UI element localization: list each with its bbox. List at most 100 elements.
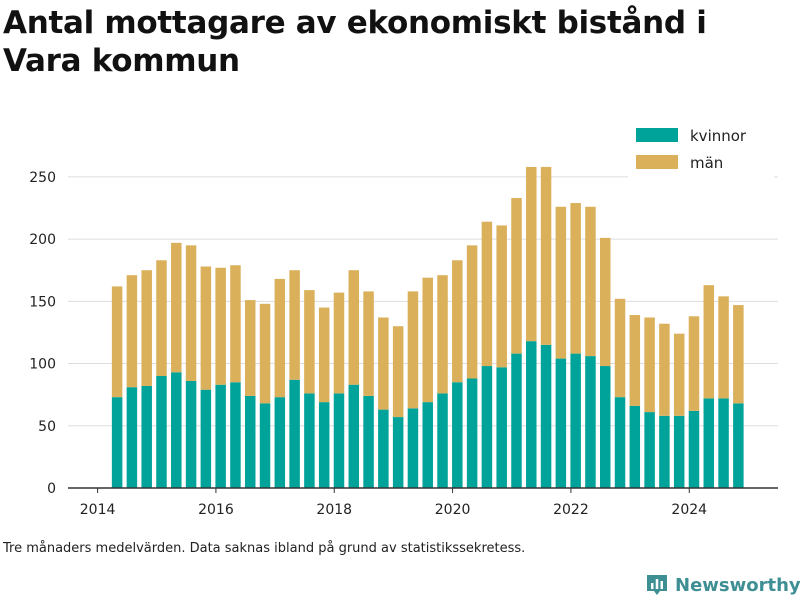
y-tick-label: 200 — [29, 232, 56, 248]
bar-kvinnor — [422, 402, 433, 488]
bar-man — [230, 265, 241, 383]
y-tick-label: 0 — [47, 481, 56, 497]
bar-kvinnor — [171, 372, 182, 488]
y-tick-label: 250 — [29, 170, 56, 186]
bar-man — [422, 277, 433, 403]
bar-kvinnor — [585, 356, 596, 488]
bar-man — [392, 326, 404, 418]
footnote: Tre månaders medelvärden. Data saknas ib… — [3, 541, 526, 556]
bar-man — [318, 307, 330, 403]
bar-man — [733, 305, 744, 404]
bar-man — [200, 266, 212, 390]
brand-logo[interactable]: Newsworthy — [645, 570, 800, 600]
bar-kvinnor — [407, 408, 419, 488]
bar-kvinnor — [111, 397, 123, 488]
bar-kvinnor — [629, 405, 641, 488]
bar-kvinnor — [141, 385, 152, 488]
bar-man — [452, 260, 463, 383]
bar-man — [570, 203, 581, 354]
bar-man — [333, 292, 345, 394]
bar-kvinnor — [392, 417, 404, 488]
bar-kvinnor — [289, 379, 300, 488]
bars — [111, 166, 744, 488]
bar-man — [599, 237, 611, 367]
y-tick-label: 100 — [29, 357, 56, 373]
x-tick-label: 2020 — [435, 502, 471, 518]
bar-man — [688, 316, 700, 411]
bar-kvinnor — [659, 415, 670, 488]
bar-man — [526, 166, 537, 342]
bar-kvinnor — [599, 366, 611, 488]
bar-man — [378, 317, 389, 410]
bar-man — [555, 206, 567, 359]
bar-kvinnor — [540, 344, 552, 488]
bar-man — [111, 286, 123, 398]
bar-kvinnor — [555, 358, 567, 488]
bar-man — [614, 298, 626, 398]
bar-man — [274, 278, 286, 398]
bar-man — [718, 296, 729, 399]
bar-man — [629, 315, 641, 406]
bar-kvinnor — [274, 397, 286, 488]
x-tick-label: 2024 — [671, 502, 707, 518]
brand-name: Newsworthy — [675, 574, 800, 596]
bar-man — [659, 323, 670, 416]
legend-label-man: män — [690, 154, 723, 172]
bar-man — [644, 317, 655, 413]
bar-kvinnor — [126, 387, 138, 488]
legend-swatch-kvinnor — [636, 128, 678, 142]
bar-man — [215, 267, 226, 385]
bar-kvinnor — [733, 403, 744, 488]
bar-man — [304, 290, 315, 394]
bar-kvinnor — [230, 382, 241, 488]
bar-chart-logo-icon — [647, 575, 667, 595]
bar-kvinnor — [318, 402, 330, 488]
bar-kvinnor — [673, 415, 685, 488]
bar-man — [141, 270, 152, 386]
bar-man — [259, 303, 271, 404]
bar-kvinnor — [703, 398, 715, 488]
bar-kvinnor — [688, 410, 700, 488]
bar-kvinnor — [718, 398, 729, 488]
y-tick-label: 50 — [38, 419, 56, 435]
bar-man — [156, 260, 167, 376]
bar-kvinnor — [481, 366, 493, 488]
bar-kvinnor — [511, 353, 522, 488]
bar-kvinnor — [644, 412, 655, 488]
bar-man — [511, 198, 522, 354]
legend: kvinnor män — [628, 122, 774, 178]
bar-man — [496, 225, 507, 368]
chart-title: Antal mottagare av ekonomiskt bistånd i … — [3, 5, 707, 79]
bar-man — [481, 221, 493, 367]
bar-man — [244, 300, 256, 396]
bar-kvinnor — [614, 397, 626, 488]
bar-man — [407, 291, 419, 409]
bar-man — [348, 270, 360, 385]
bar-man — [437, 275, 448, 394]
bar-man — [289, 270, 300, 380]
bar-man — [466, 245, 478, 379]
bar-kvinnor — [526, 341, 537, 488]
bar-man — [363, 291, 374, 396]
bar-kvinnor — [304, 393, 315, 488]
bar-kvinnor — [348, 384, 360, 488]
bar-man — [185, 245, 197, 381]
legend-label-kvinnor: kvinnor — [690, 127, 747, 145]
bar-man — [673, 333, 685, 416]
bar-kvinnor — [185, 380, 197, 488]
bar-kvinnor — [333, 393, 345, 488]
bar-kvinnor — [452, 382, 463, 488]
x-tick-label: 2016 — [198, 502, 234, 518]
bar-kvinnor — [378, 409, 389, 488]
bar-kvinnor — [259, 403, 271, 488]
x-axis: 0 50 100 150 200 250 2014 2016 2018 2020 2022 2024 — [29, 170, 778, 518]
bar-kvinnor — [570, 353, 581, 488]
bar-kvinnor — [466, 378, 478, 488]
x-tick-label: 2022 — [553, 502, 589, 518]
bar-man — [703, 285, 715, 399]
bar-man — [540, 166, 552, 345]
bar-kvinnor — [244, 395, 256, 488]
legend-swatch-man — [636, 155, 678, 169]
y-tick-label: 150 — [29, 294, 56, 310]
